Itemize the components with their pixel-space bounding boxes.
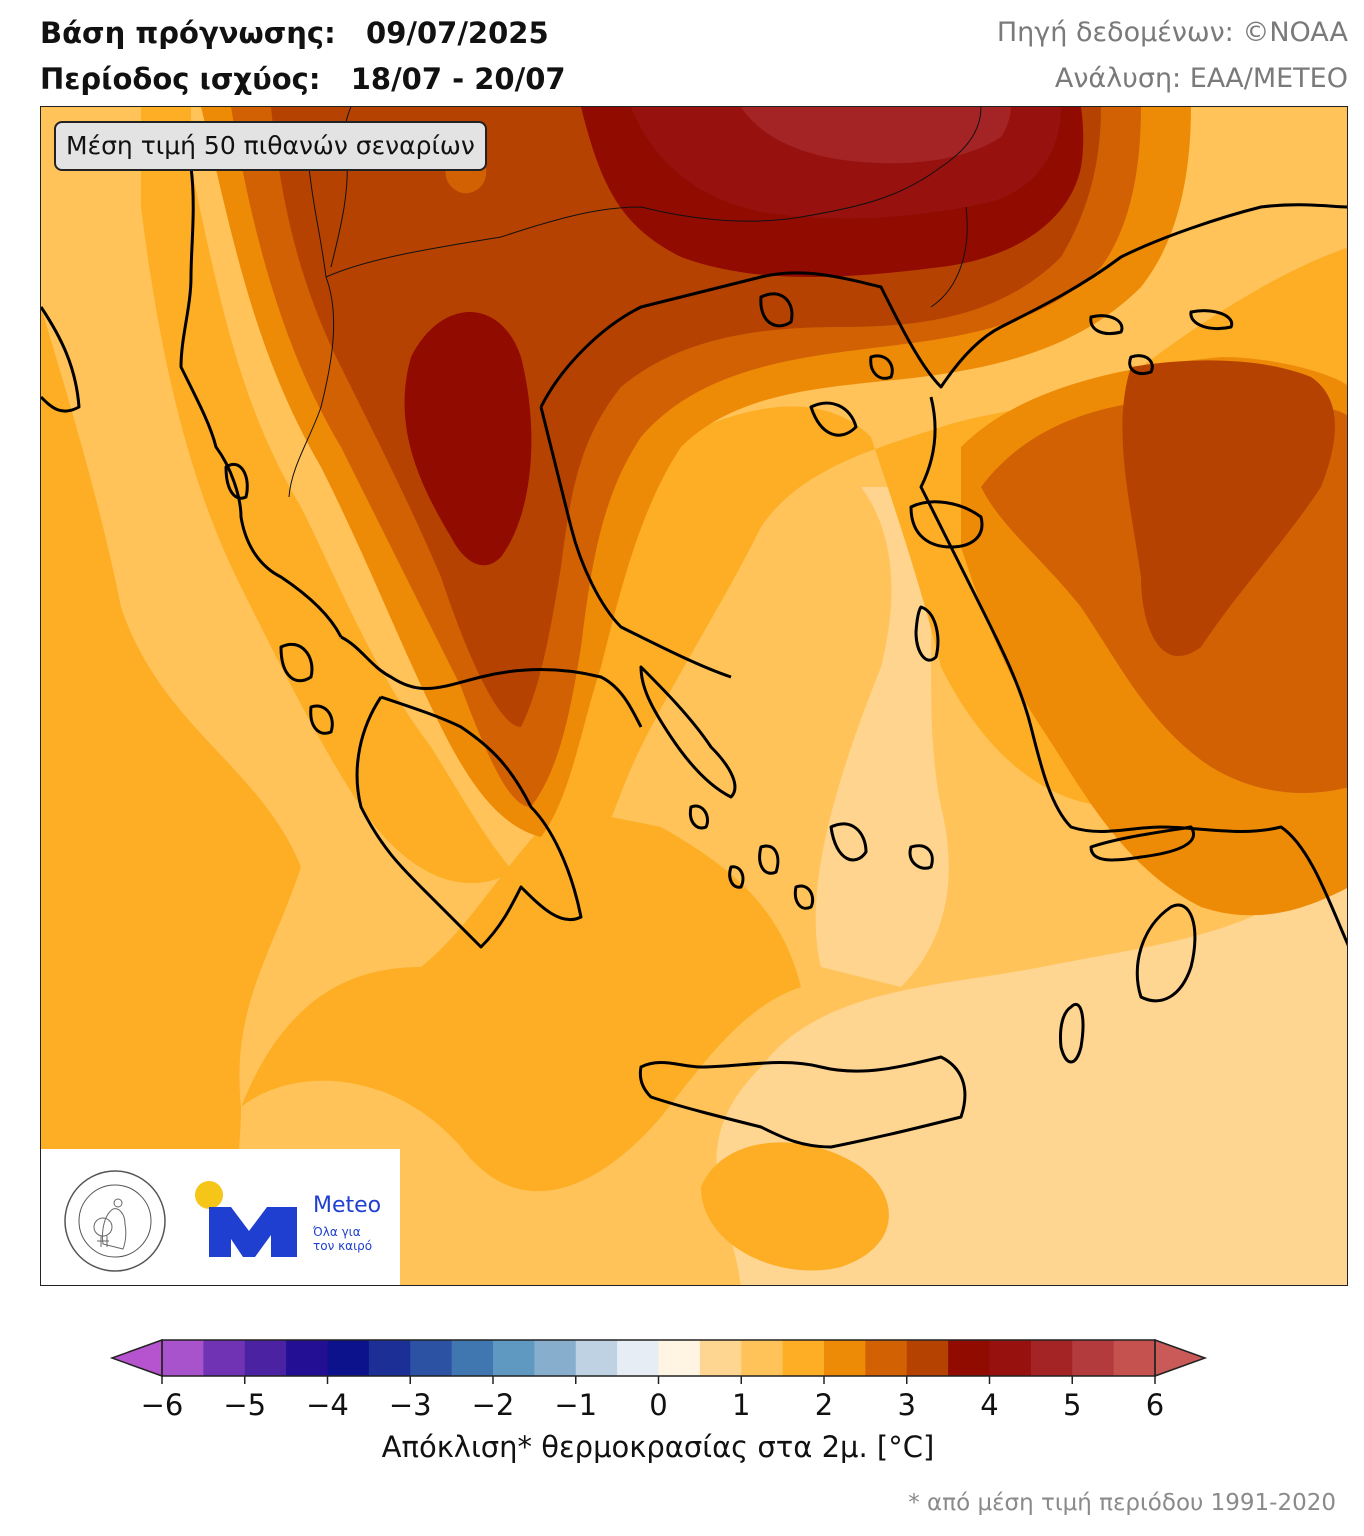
colorbar-tick-label: 1 xyxy=(732,1388,751,1422)
colorbar-tick-label: 0 xyxy=(649,1388,668,1422)
colorbar-bin xyxy=(451,1340,494,1376)
colorbar-tick-label: −1 xyxy=(554,1388,598,1422)
colorbar-bin xyxy=(782,1340,825,1376)
map-canvas xyxy=(41,107,1347,1285)
colorbar-bin xyxy=(1072,1340,1115,1376)
colorbar-tick-label: 3 xyxy=(897,1388,916,1422)
logos-panel: Meteo Όλα για τον καιρό xyxy=(41,1149,400,1285)
colorbar-bins xyxy=(162,1340,1156,1376)
colorbar-bin xyxy=(1030,1340,1073,1376)
colorbar-tick-label: 4 xyxy=(980,1388,999,1422)
colorbar-tick-label: −3 xyxy=(388,1388,432,1422)
footnote: * από μέση τιμή περιόδου 1991-2020 xyxy=(908,1490,1336,1516)
colorbar-over-arrow xyxy=(1154,1338,1208,1378)
colorbar-tick-label: 2 xyxy=(814,1388,834,1422)
meteo-tagline-line2: τον καιρό xyxy=(313,1239,373,1253)
colorbar-bin xyxy=(203,1340,246,1376)
colorbar-tick-label: 5 xyxy=(1063,1388,1082,1422)
colorbar-bin xyxy=(865,1340,908,1376)
colorbar xyxy=(109,1338,1208,1384)
header-right: Πηγή δεδομένων: ©NOAA Ανάλυση: ΕΑΑ/METEO xyxy=(997,10,1348,102)
meteo-tagline-line1: Όλα για xyxy=(313,1225,361,1239)
validity-row: Περίοδος ισχύος: 18/07 - 20/07 xyxy=(40,56,566,102)
colorbar-tick-label: −5 xyxy=(223,1388,267,1422)
forecast-base-label: Βάση πρόγνωσης: xyxy=(40,16,336,50)
header-left: Βάση πρόγνωσης: 09/07/2025 Περίοδος ισχύ… xyxy=(40,10,566,102)
colorbar-bin xyxy=(493,1340,535,1376)
colorbar-label: Απόκλιση* θερμοκρασίας στα 2μ. [°C] xyxy=(381,1430,935,1464)
meteo-name: Meteo xyxy=(313,1193,382,1218)
noa-seal-icon xyxy=(64,1170,166,1272)
colorbar-tick-label: −2 xyxy=(471,1388,515,1422)
colorbar-bin xyxy=(906,1340,949,1376)
colorbar-tick-label: −4 xyxy=(306,1388,349,1422)
anomaly-map xyxy=(40,106,1348,1286)
colorbar-tick-label: −6 xyxy=(140,1388,184,1422)
colorbar-bin xyxy=(741,1340,784,1376)
analysis-credit: Ανάλυση: ΕΑΑ/METEO xyxy=(1054,63,1348,94)
colorbar-bin xyxy=(948,1340,991,1376)
colorbar-bin xyxy=(989,1340,1032,1376)
colorbar-bin xyxy=(286,1340,329,1376)
colorbar-bin xyxy=(162,1340,204,1376)
forecast-base-row: Βάση πρόγνωσης: 09/07/2025 xyxy=(40,10,566,56)
meteo-logo-icon xyxy=(195,1181,297,1257)
colorbar-bin xyxy=(824,1340,866,1376)
colorbar-bin xyxy=(575,1340,618,1376)
colorbar-bin xyxy=(368,1340,411,1376)
colorbar-bin xyxy=(1113,1340,1156,1376)
colorbar-bin xyxy=(658,1340,701,1376)
colorbar-ticks: −6 −5 −4 −3 −2 −1 0 1 2 3 4 5 6 xyxy=(0,1388,1364,1428)
scenario-label-box: Μέση τιμή 50 πιθανών σεναρίων xyxy=(54,121,487,171)
colorbar-under-arrow xyxy=(109,1338,163,1378)
colorbar-bin xyxy=(327,1340,370,1376)
data-source: Πηγή δεδομένων: ©NOAA xyxy=(996,17,1348,48)
forecast-base-value: 09/07/2025 xyxy=(366,16,549,50)
meteo-tagline: Όλα για τον καιρό xyxy=(313,1225,372,1253)
colorbar-bin xyxy=(617,1340,660,1376)
validity-label: Περίοδος ισχύος: xyxy=(40,62,321,96)
colorbar-bin xyxy=(534,1340,577,1376)
colorbar-bin xyxy=(244,1340,287,1376)
colorbar-tick-label: 6 xyxy=(1145,1388,1165,1422)
colorbar-bin xyxy=(699,1340,742,1376)
validity-value: 18/07 - 20/07 xyxy=(350,62,566,96)
colorbar-bin xyxy=(410,1340,453,1376)
